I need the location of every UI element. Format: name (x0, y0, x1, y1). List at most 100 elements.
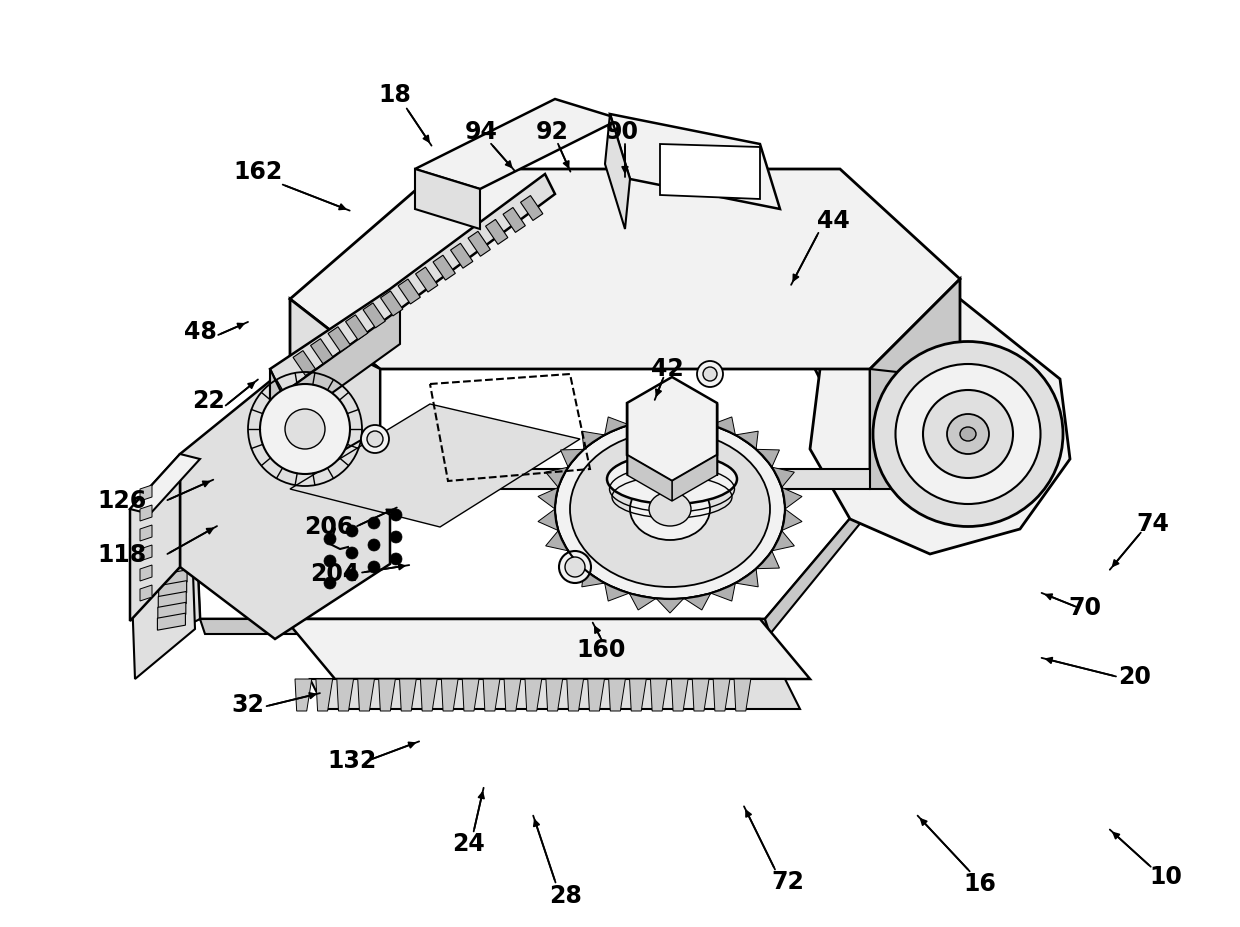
Polygon shape (140, 526, 153, 541)
Polygon shape (567, 679, 584, 711)
Polygon shape (692, 679, 709, 711)
Polygon shape (651, 679, 667, 711)
Text: 204: 204 (310, 561, 360, 585)
Polygon shape (295, 679, 311, 711)
Polygon shape (381, 292, 403, 317)
Polygon shape (671, 679, 688, 711)
Polygon shape (605, 583, 629, 602)
Polygon shape (582, 432, 605, 450)
Polygon shape (503, 209, 526, 234)
Polygon shape (337, 679, 353, 711)
Polygon shape (159, 591, 186, 609)
Polygon shape (765, 489, 880, 634)
Polygon shape (521, 197, 543, 222)
Polygon shape (546, 679, 563, 711)
Polygon shape (161, 516, 190, 533)
Polygon shape (378, 679, 396, 711)
Polygon shape (157, 614, 186, 630)
Polygon shape (870, 280, 960, 469)
Polygon shape (756, 552, 780, 569)
Polygon shape (130, 454, 180, 621)
Circle shape (368, 517, 379, 529)
Polygon shape (630, 679, 646, 711)
Circle shape (324, 555, 336, 567)
Text: 18: 18 (378, 83, 410, 107)
Circle shape (391, 531, 402, 543)
Polygon shape (290, 404, 580, 527)
Polygon shape (711, 583, 735, 602)
Polygon shape (293, 351, 315, 376)
Polygon shape (285, 619, 810, 679)
Polygon shape (140, 545, 153, 562)
Text: 20: 20 (1118, 665, 1151, 689)
Polygon shape (610, 115, 780, 210)
Circle shape (391, 510, 402, 521)
Polygon shape (180, 510, 200, 628)
Ellipse shape (649, 492, 691, 527)
Polygon shape (161, 527, 188, 544)
Polygon shape (140, 505, 153, 521)
Polygon shape (160, 538, 188, 554)
Polygon shape (810, 289, 1070, 554)
Circle shape (346, 526, 358, 538)
Polygon shape (735, 432, 758, 450)
Ellipse shape (608, 454, 737, 504)
Polygon shape (629, 593, 656, 610)
Text: 16: 16 (963, 871, 996, 895)
Polygon shape (870, 370, 960, 489)
Circle shape (391, 553, 402, 565)
Ellipse shape (570, 432, 770, 588)
Polygon shape (160, 559, 187, 577)
Polygon shape (656, 599, 684, 614)
Polygon shape (588, 679, 604, 711)
Polygon shape (627, 455, 672, 502)
Polygon shape (484, 679, 500, 711)
Polygon shape (734, 679, 750, 711)
Polygon shape (756, 450, 780, 467)
Text: 74: 74 (1137, 512, 1169, 536)
Polygon shape (660, 145, 760, 200)
Polygon shape (450, 244, 472, 269)
Ellipse shape (895, 364, 1040, 504)
Polygon shape (363, 303, 386, 328)
Polygon shape (538, 510, 558, 531)
Text: 10: 10 (1149, 864, 1182, 888)
Polygon shape (157, 603, 186, 619)
Ellipse shape (630, 478, 711, 540)
Polygon shape (357, 679, 374, 711)
Polygon shape (441, 679, 458, 711)
Polygon shape (162, 494, 190, 512)
Circle shape (260, 385, 350, 475)
Polygon shape (605, 115, 630, 230)
Text: 48: 48 (185, 320, 217, 344)
Polygon shape (546, 467, 568, 488)
Text: 94: 94 (465, 120, 497, 144)
Polygon shape (399, 679, 417, 711)
Polygon shape (538, 488, 558, 510)
Polygon shape (433, 256, 455, 281)
Polygon shape (415, 100, 620, 190)
Polygon shape (684, 593, 711, 610)
Polygon shape (159, 570, 187, 587)
Circle shape (559, 552, 591, 583)
Circle shape (697, 362, 723, 387)
Text: 32: 32 (232, 692, 264, 717)
Text: 160: 160 (577, 637, 626, 661)
Polygon shape (713, 679, 730, 711)
Polygon shape (130, 454, 200, 514)
Polygon shape (560, 552, 584, 569)
Polygon shape (270, 175, 556, 395)
Polygon shape (629, 409, 656, 425)
Polygon shape (195, 360, 875, 619)
Circle shape (368, 562, 379, 574)
Polygon shape (711, 417, 735, 436)
Polygon shape (627, 377, 717, 481)
Circle shape (346, 569, 358, 581)
Polygon shape (161, 505, 190, 522)
Polygon shape (290, 379, 960, 489)
Circle shape (367, 432, 383, 448)
Ellipse shape (923, 390, 1013, 478)
Polygon shape (771, 531, 795, 552)
Polygon shape (505, 679, 521, 711)
Ellipse shape (960, 427, 976, 441)
